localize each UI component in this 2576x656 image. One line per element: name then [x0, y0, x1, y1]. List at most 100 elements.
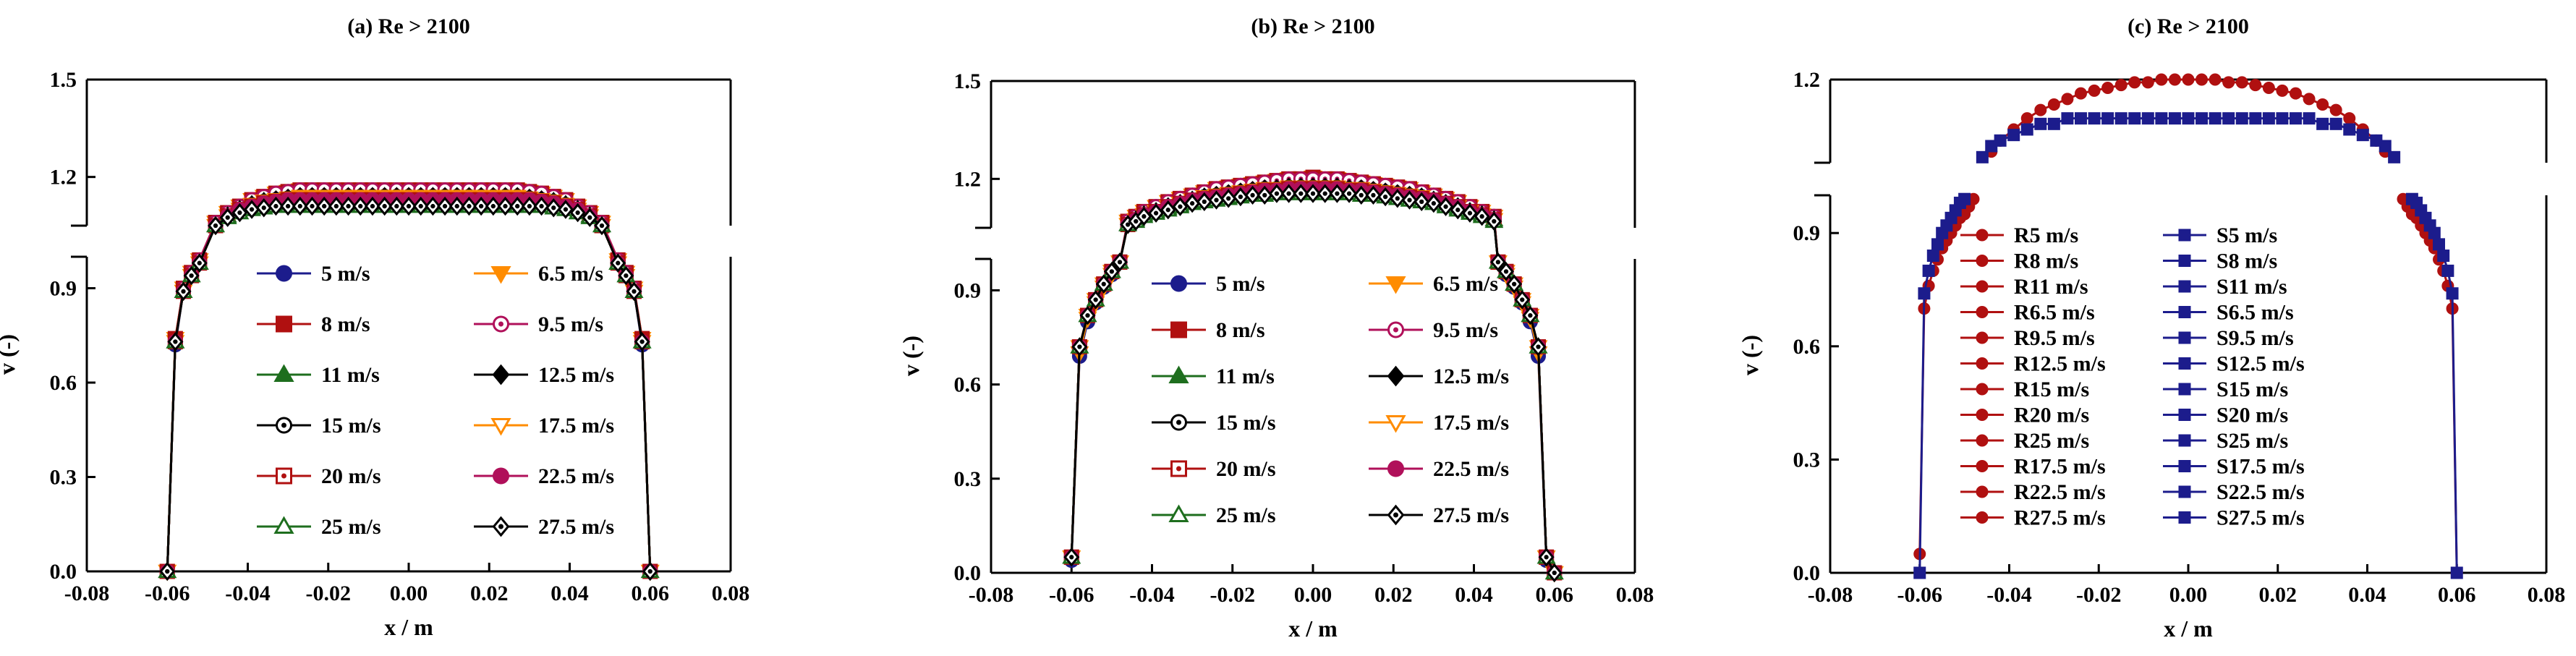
data-point-center: [1443, 204, 1448, 209]
legend-marker: [273, 516, 294, 534]
legend-entry: 8 m/s: [257, 312, 370, 336]
legend-marker: [1976, 434, 1989, 447]
data-point: [2061, 93, 2074, 106]
x-axis-label: x / m: [2164, 615, 2213, 642]
legend-entry: 27.5 m/s: [474, 515, 614, 539]
legend-label: S6.5 m/s: [2216, 301, 2294, 325]
legend-marker: [2178, 306, 2191, 318]
y-tick-label: 0.3: [1793, 448, 1821, 472]
data-point: [2316, 98, 2329, 111]
data-point-center: [1134, 218, 1139, 224]
legend-label: 5 m/s: [1216, 272, 1265, 296]
legend-label: R15 m/s: [2014, 378, 2089, 401]
data-point-center: [285, 203, 291, 209]
legend-entry: S20 m/s: [2163, 404, 2288, 427]
data-point: [2235, 112, 2248, 125]
data-point-center: [1101, 281, 1106, 286]
y-axis-label: v (-): [898, 336, 924, 376]
x-tick-label: -0.04: [225, 582, 271, 605]
data-point-center: [197, 260, 202, 265]
data-point-center: [1495, 260, 1501, 265]
data-point-center: [225, 215, 230, 220]
data-point-center: [1077, 344, 1082, 349]
legend-entry: 20 m/s: [1152, 457, 1276, 481]
data-point: [1976, 150, 1989, 163]
legend-entry: 8 m/s: [1152, 318, 1265, 342]
data-point: [2450, 566, 2463, 579]
series-line: [1918, 198, 1965, 574]
y-tick-label: 0.9: [954, 278, 982, 302]
legend-marker: [1976, 331, 1989, 344]
data-point-center: [1178, 204, 1183, 209]
x-axis-label: x / m: [1288, 615, 1338, 642]
legend-marker: [273, 364, 294, 382]
legend-entry: S9.5 m/s: [2163, 326, 2294, 350]
series-s5-m-s: [1913, 112, 2463, 579]
data-point-center: [1286, 191, 1291, 196]
x-tick-label: -0.02: [306, 582, 352, 605]
data-point-center: [1335, 191, 1340, 196]
data-point: [2075, 87, 2087, 100]
data-point: [2249, 79, 2262, 92]
y-tick-label: 1.2: [1793, 68, 1821, 92]
data-point-center: [1382, 194, 1388, 200]
legend-marker: [2178, 357, 2191, 370]
x-tick-label: -0.08: [969, 583, 1014, 607]
legend-label: 27.5 m/s: [538, 515, 614, 539]
data-point: [2290, 112, 2302, 125]
data-point: [2209, 73, 2222, 86]
y-tick-label: 0.9: [1793, 221, 1821, 245]
chart-panel-b: (b) Re > 2100 -0.08 -0.06 -0.04 -0.02 0.00 0.0…: [868, 0, 1736, 656]
data-point: [2303, 93, 2316, 106]
data-point: [2195, 73, 2209, 86]
data-point-center: [454, 203, 459, 209]
legend-entry: R11 m/s: [1960, 275, 2088, 299]
legend-marker: [1385, 276, 1406, 294]
data-point-center: [1322, 191, 1327, 196]
data-point-center: [1262, 192, 1267, 198]
legend-label: 15 m/s: [1216, 411, 1276, 435]
y-tick-label: 1.5: [954, 69, 982, 93]
axes: [71, 78, 732, 573]
legend-entry: 12.5 m/s: [474, 363, 614, 387]
legend-label: R17.5 m/s: [2014, 455, 2106, 479]
legend-entry: S17.5 m/s: [2163, 455, 2305, 479]
legend-marker: [490, 418, 511, 436]
data-point-center: [490, 203, 496, 209]
legend-entry: 5 m/s: [257, 262, 370, 286]
data-point-center: [1467, 210, 1473, 216]
legend-entry: S25 m/s: [2163, 429, 2288, 453]
x-tick-label: -0.06: [1897, 583, 1943, 607]
legend-entry: 12.5 m/s: [1369, 365, 1509, 388]
legend-entry: S5 m/s: [2163, 223, 2277, 247]
data-point: [2114, 112, 2127, 125]
data-point: [2020, 123, 2033, 136]
data-point-center: [515, 203, 520, 209]
x-axis-label: x / m: [384, 614, 433, 640]
legend: 5 m/s 6.5 m/s 8 m/s 9.5 m/s 11 m/s 12.5 m/s 15…: [257, 262, 614, 539]
x-tick-label: 0.02: [2259, 583, 2297, 607]
legend: 5 m/s 6.5 m/s 8 m/s 9.5 m/s 11 m/s 12.5 m/s 15…: [1152, 272, 1509, 527]
data-point: [2379, 140, 2392, 153]
data-point-center: [639, 339, 645, 344]
legend-label: S9.5 m/s: [2216, 326, 2294, 350]
legend-marker: [1976, 383, 1989, 396]
data-point: [2316, 117, 2329, 130]
legend-entry: 6.5 m/s: [1369, 272, 1498, 296]
y-tick-label: 1.5: [50, 68, 77, 92]
data-point-center: [333, 203, 339, 209]
legend-entry: 5 m/s: [1152, 272, 1265, 296]
data-point: [1918, 287, 1931, 300]
x-tick-label: 0.04: [551, 582, 589, 605]
data-point-center: [1165, 208, 1170, 213]
legend-marker: [1976, 511, 1989, 524]
x-tick-label: 0.00: [1294, 583, 1332, 607]
data-point: [2388, 150, 2401, 163]
data-point-center: [1093, 297, 1098, 302]
legend-entry: 25 m/s: [257, 515, 381, 539]
data-point-center: [1117, 260, 1123, 265]
x-tick-label: -0.06: [145, 582, 190, 605]
legend-entry: R25 m/s: [1960, 429, 2089, 453]
data-point-center: [1226, 196, 1231, 201]
y-tick-label: 0.0: [1793, 561, 1821, 585]
